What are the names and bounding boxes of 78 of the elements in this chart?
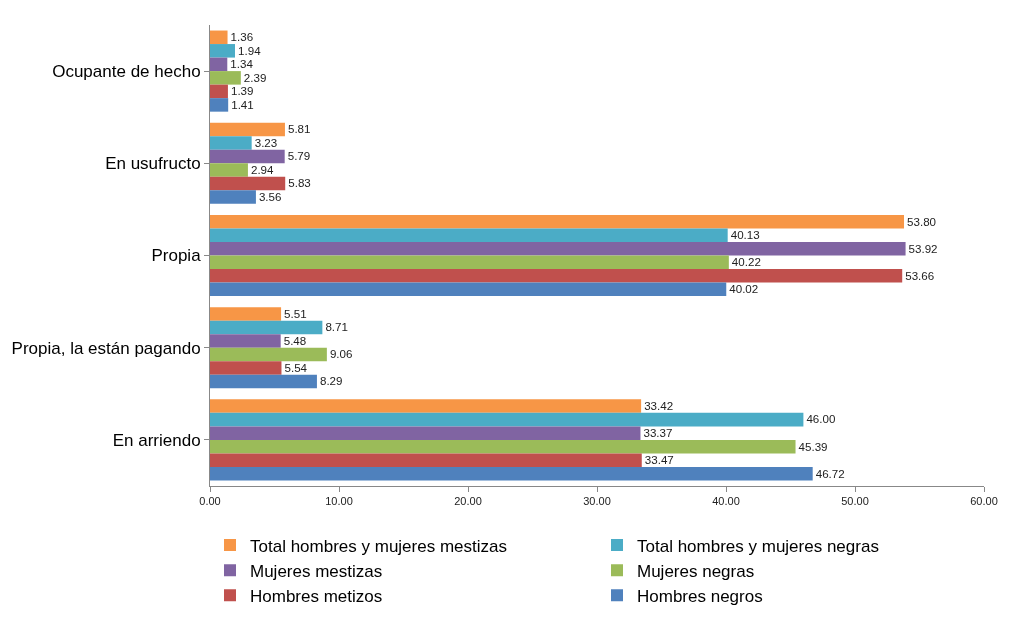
data-label: 53.92 [908,242,938,255]
bar [210,426,641,440]
bar [210,320,323,335]
bar [210,399,642,413]
bar [210,149,285,164]
data-label: 9.06 [329,348,353,361]
y-tick-label: Propia, la están pagando [11,338,201,358]
data-label: 33.37 [643,427,673,439]
data-label: 2.94 [250,163,275,176]
data-label: 5.79 [287,150,311,163]
bar [210,163,248,177]
data-label: 40.02 [729,283,759,296]
x-tick-label: 10.00 [325,495,353,508]
data-label: 46.00 [806,413,836,426]
bar [210,453,642,467]
bar [210,466,813,481]
bar [210,439,796,454]
x-tick-label: 20.00 [454,495,482,508]
data-label: 5.81 [287,123,311,136]
x-tick-label: 60.00 [970,495,998,508]
bar [210,44,236,58]
bar [210,98,229,112]
data-label: 3.23 [254,136,278,149]
data-label: 5.48 [283,334,307,347]
bar [210,30,228,45]
x-tick-label: 0.00 [199,495,221,508]
bar [210,269,903,283]
data-label: 1.39 [230,85,254,98]
bar [210,190,256,204]
bar [210,255,729,270]
bar [210,84,228,99]
bar [210,176,286,191]
data-label: 46.72 [815,467,845,480]
data-label: 33.47 [644,454,674,467]
bar [210,347,327,362]
x-tick-label: 40.00 [712,495,740,508]
data-label: 53.66 [905,269,935,282]
data-label: 5.83 [288,177,311,190]
legend-label: Total hombres y mujeres mestizas [250,536,507,556]
data-label: 1.94 [238,44,262,57]
data-label: 1.34 [230,58,254,71]
bar [210,57,228,72]
legend-label: Mujeres mestizas [250,561,383,581]
data-label: 8.71 [325,321,348,334]
legend-label: Total hombres y mujeres negras [637,536,879,556]
bar [210,241,906,256]
data-label: 40.22 [731,256,761,269]
data-label: 33.42 [644,399,674,412]
data-label: 2.39 [243,71,267,84]
bar [210,334,281,348]
y-tick-label: En usufructo [105,154,201,174]
bar [210,71,241,85]
data-label: 5.51 [284,307,307,320]
y-tick-label: Ocupante de hecho [52,62,201,82]
data-label: 3.56 [258,190,282,203]
x-tick-label: 30.00 [583,495,611,508]
bar [210,214,905,229]
bar [210,228,728,242]
data-label: 1.36 [230,31,254,44]
data-label: 5.54 [284,361,308,374]
data-label: 1.41 [231,98,254,111]
legend-label: Hombres negros [637,586,763,606]
data-label: 53.80 [907,215,937,228]
x-tick-label: 50.00 [841,495,869,508]
y-tick-label: En arriendo [112,430,201,450]
bar [210,374,317,389]
bar [210,307,282,321]
bar [210,282,727,297]
bar [210,361,282,375]
y-tick-label: Propia [151,246,202,266]
legend-label: Mujeres negras [637,561,755,581]
legend-label: Hombres metizos [250,586,383,606]
bar [210,122,285,137]
data-label: 8.29 [319,375,343,388]
data-label: 45.39 [798,440,828,453]
data-label: 40.13 [730,229,760,242]
bar [210,412,804,427]
bar [210,136,252,150]
